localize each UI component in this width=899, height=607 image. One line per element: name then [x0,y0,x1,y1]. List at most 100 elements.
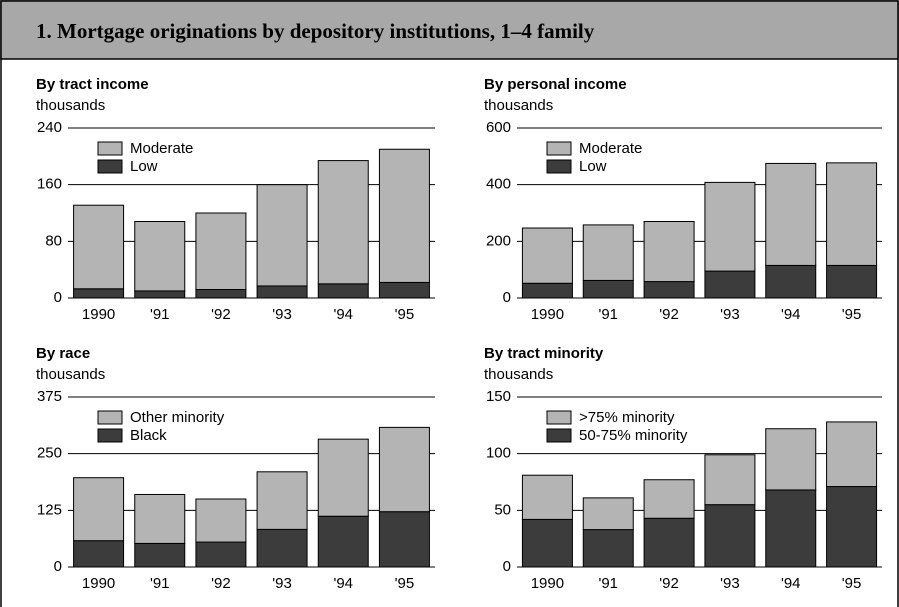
panel-title: By tract minority [484,345,604,362]
legend-label: Low [579,158,607,175]
x-tick-label: '93 [272,575,292,592]
x-tick-label: 1990 [82,306,115,323]
y-tick-label: 0 [503,558,511,575]
bar-segment [256,528,308,568]
y-tick-label: 0 [54,289,62,306]
x-tick-label: '95 [842,575,862,592]
y-axis-label: thousands [36,366,105,383]
bar-segment [317,283,369,299]
x-tick-label: 1990 [531,575,564,592]
legend-swatch [546,159,572,174]
x-tick-label: '92 [211,306,231,323]
bar-segment [582,497,634,531]
y-tick-label: 150 [486,388,511,405]
x-tick-label: 1990 [531,306,564,323]
y-tick-label: 240 [37,119,62,136]
bar-segment [134,221,186,292]
bar-segment [765,489,817,568]
legend-label: Black [130,427,167,444]
legend-swatch [546,141,572,156]
y-tick-label: 80 [45,232,62,249]
bar-segment [643,479,695,519]
panel-title: By tract income [36,76,149,93]
x-tick-label: '95 [842,306,862,323]
bar-segment [317,160,369,285]
legend-label: Low [130,158,158,175]
bar-segment [704,454,756,506]
x-tick-label: '94 [333,306,353,323]
bar-segment [826,421,878,488]
bar-segment [195,498,247,543]
legend-label: Moderate [579,140,642,157]
y-tick-label: 400 [486,176,511,193]
legend-swatch [97,410,123,425]
bar-segment [256,471,308,530]
y-axis-label: thousands [36,97,105,114]
y-tick-label: 200 [486,232,511,249]
bar-segment [704,270,756,299]
x-tick-label: '94 [333,575,353,592]
x-tick-label: '92 [659,575,679,592]
y-tick-label: 0 [503,289,511,306]
x-tick-label: 1990 [82,575,115,592]
bar-segment [195,289,247,299]
y-tick-label: 600 [486,119,511,136]
y-tick-label: 50 [494,501,511,518]
bar-segment [134,542,186,568]
bar-segment [73,540,125,568]
bar-segment [256,285,308,299]
bar-segment [765,264,817,299]
bar-segment [826,264,878,299]
bar-segment [521,282,573,299]
bar-segment [317,438,369,517]
x-tick-label: '93 [720,575,740,592]
bar-segment [765,162,817,266]
x-tick-label: '91 [150,306,170,323]
y-tick-label: 375 [37,388,62,405]
x-tick-label: '91 [598,306,618,323]
bar-segment [582,224,634,281]
bar-segment [256,184,308,287]
y-tick-label: 160 [37,176,62,193]
bar-segment [73,288,125,299]
bar-segment [73,204,125,290]
legend-label: Moderate [130,140,193,157]
y-tick-label: 100 [486,445,511,462]
bar-segment [765,428,817,491]
legend-swatch [97,141,123,156]
bar-segment [704,504,756,568]
bar-segment [195,212,247,290]
bar-segment [73,477,125,542]
bar-segment [643,281,695,299]
legend-label: 50-75% minority [579,427,688,444]
bar-segment [582,279,634,299]
panel-title: By personal income [484,76,627,93]
bar-segment [378,511,430,568]
x-tick-label: '94 [781,575,801,592]
bar-segment [195,541,247,568]
bar-segment [378,281,430,299]
x-tick-label: '95 [395,575,415,592]
legend-swatch [546,428,572,443]
bar-segment [134,290,186,299]
legend-label: Other minority [130,409,225,426]
bar-segment [704,181,756,272]
x-tick-label: '92 [659,306,679,323]
y-axis-label: thousands [484,366,553,383]
bar-segment [643,517,695,568]
bar-segment [826,162,878,266]
bar-segment [521,227,573,284]
header-band [0,0,899,60]
y-axis-label: thousands [484,97,553,114]
x-tick-label: '92 [211,575,231,592]
legend-swatch [546,410,572,425]
bar-segment [378,148,430,283]
panel-title: By race [36,345,90,362]
bar-segment [378,426,430,513]
x-tick-label: '95 [395,306,415,323]
bar-segment [826,486,878,568]
bar-segment [134,493,186,544]
bar-segment [643,221,695,283]
y-tick-label: 250 [37,445,62,462]
y-tick-label: 0 [54,558,62,575]
